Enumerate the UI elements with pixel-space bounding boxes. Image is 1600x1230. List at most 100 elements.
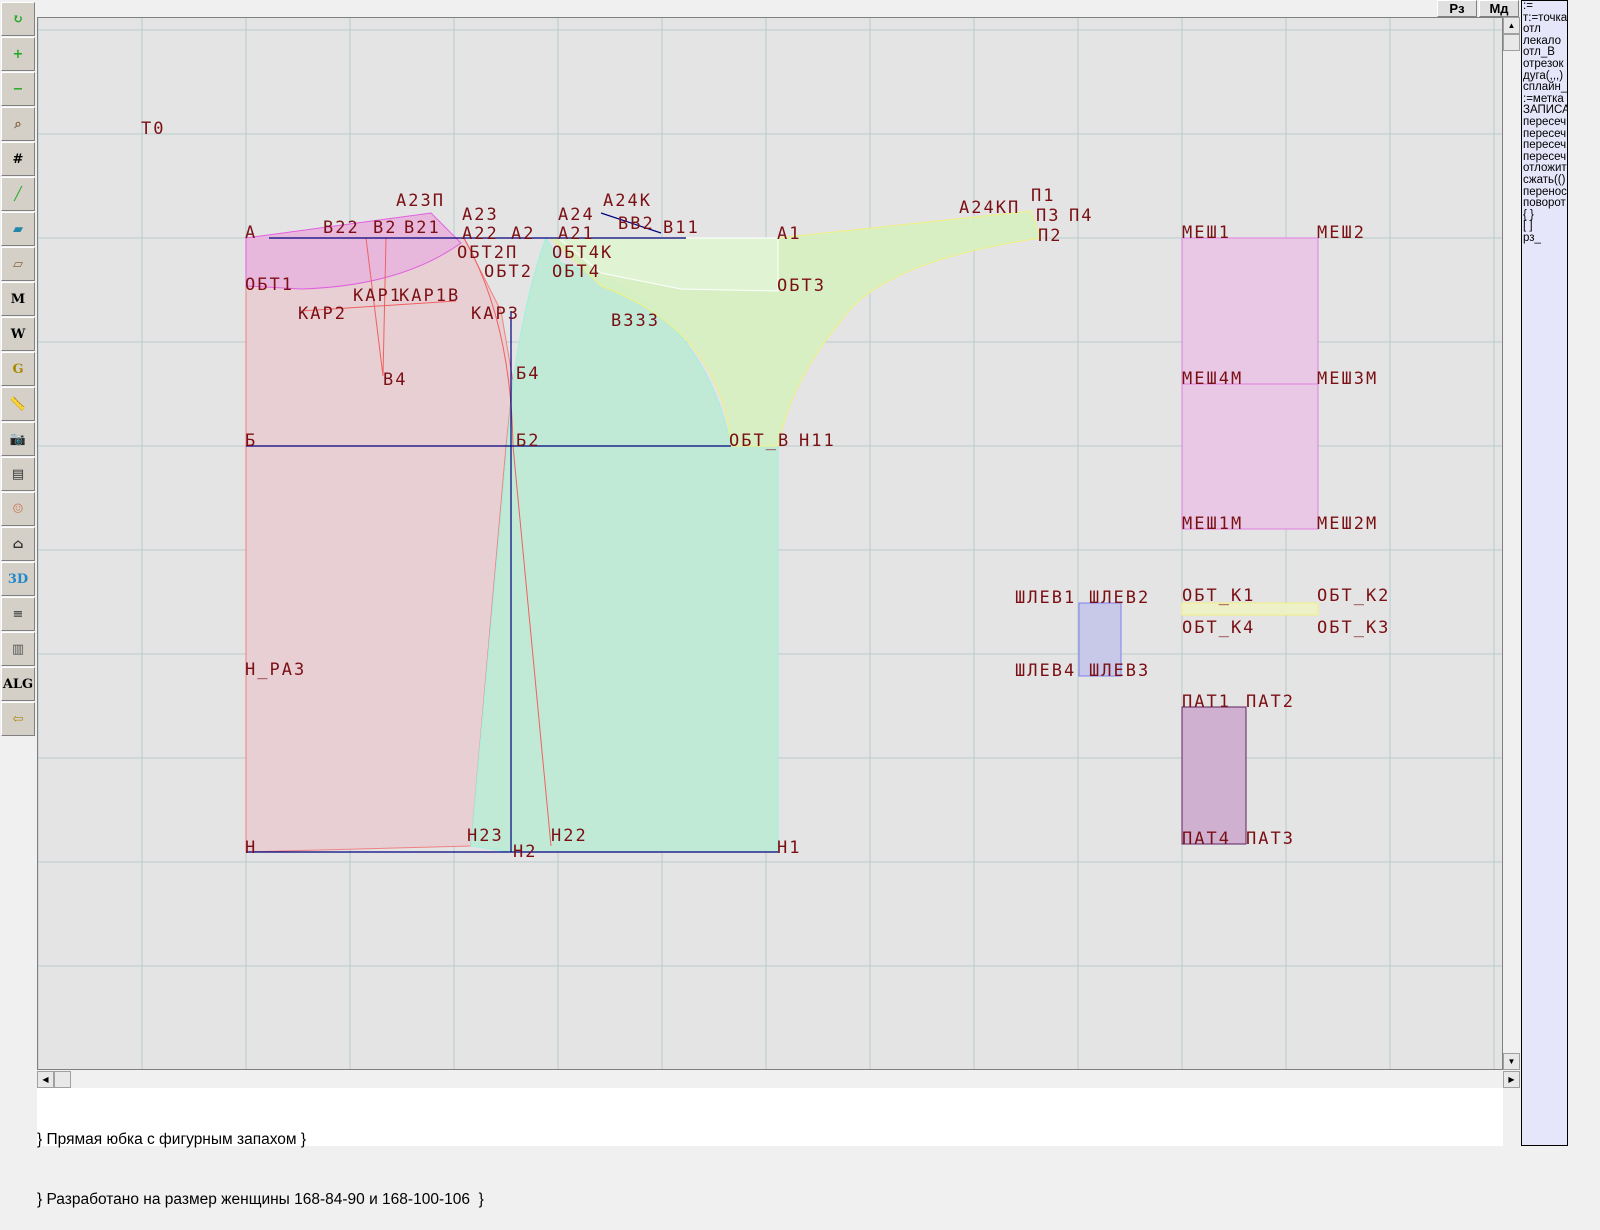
point-label: КАР1 bbox=[353, 286, 402, 306]
command-item[interactable]: перенос bbox=[1523, 185, 1567, 198]
table-icon[interactable]: ▤ bbox=[1, 457, 35, 491]
horizontal-scrollbar[interactable]: ◀ ▶ bbox=[37, 1071, 1520, 1088]
scroll-right-button[interactable]: ▶ bbox=[1503, 1071, 1520, 1088]
document-icon[interactable]: ≡ bbox=[1, 597, 35, 631]
command-list[interactable]: := т:=точка отл лекало отл_В отрезок дуга(,,,)… bbox=[1521, 0, 1568, 1146]
zoom-pattern-icon[interactable]: ⌕ bbox=[1, 107, 35, 141]
memo-line-2: } Разработано на размер женщины 168-84-9… bbox=[37, 1191, 484, 1208]
ruler-icon[interactable]: 📏 bbox=[1, 387, 35, 421]
scroll-down-button[interactable]: ▼ bbox=[1503, 1053, 1520, 1070]
alg-icon[interactable]: ALG bbox=[1, 667, 35, 701]
layers-icon[interactable]: ▥ bbox=[1, 632, 35, 666]
point-label: ОБТ_К2 bbox=[1317, 586, 1390, 606]
command-item[interactable]: [ ] bbox=[1523, 220, 1533, 233]
point-label: ОБТ2 bbox=[484, 262, 533, 282]
scroll-up-button[interactable]: ▲ bbox=[1503, 17, 1520, 34]
command-item[interactable]: отл_В bbox=[1523, 46, 1555, 59]
point-label: МЕШ4М bbox=[1182, 369, 1243, 389]
point-label: ПАТ4 bbox=[1182, 829, 1231, 849]
point-label: А1 bbox=[777, 224, 801, 244]
hscroll-thumb[interactable] bbox=[54, 1071, 71, 1088]
flap-piece bbox=[1181, 706, 1247, 845]
point-label: ОБТ4К bbox=[552, 243, 613, 263]
pattern-g-icon[interactable]: G bbox=[1, 352, 35, 386]
point-label: П2 bbox=[1038, 226, 1062, 246]
command-item[interactable]: { } bbox=[1523, 208, 1534, 221]
point-label: Н bbox=[245, 838, 257, 858]
command-item[interactable]: рз_ bbox=[1523, 231, 1541, 244]
point-label: МЕШ1М bbox=[1182, 514, 1243, 534]
point-label: А23П bbox=[396, 191, 445, 211]
scroll-thumb[interactable] bbox=[1503, 34, 1520, 51]
refresh-icon[interactable]: ↻ bbox=[1, 2, 35, 36]
zoom-out-icon[interactable]: − bbox=[1, 72, 35, 106]
command-item[interactable]: отложит bbox=[1523, 162, 1567, 175]
point-label: МЕШ2М bbox=[1317, 514, 1378, 534]
point-label: ПАТ2 bbox=[1246, 692, 1295, 712]
point-label: ОБТ_К4 bbox=[1182, 618, 1255, 638]
point-label: ОБТ4 bbox=[552, 262, 601, 282]
pattern-piece-icon[interactable]: ▱ bbox=[1, 247, 35, 281]
point-label: Б bbox=[245, 431, 257, 451]
scroll-left-button[interactable]: ◀ bbox=[37, 1071, 54, 1088]
command-item[interactable]: пересеч bbox=[1523, 115, 1567, 128]
point-label: ОБТ2П bbox=[457, 243, 518, 263]
toolbar: ↻ + − ⌕ # ╱ ▰ ▱ M W G 📏 📷 ▤ ☺ ⌂ 3D ≡ ▥ ALG ⇦ bbox=[0, 0, 36, 745]
woman-avatar-icon[interactable]: ☺ bbox=[1, 492, 35, 526]
3d-icon[interactable]: 3D bbox=[1, 562, 35, 596]
line-segment-icon[interactable]: ╱ bbox=[1, 177, 35, 211]
vertical-scrollbar[interactable]: ▲ ▼ bbox=[1503, 17, 1520, 1070]
dart-line bbox=[300, 237, 457, 377]
command-item[interactable]: сплайн_ bbox=[1523, 81, 1568, 94]
command-item[interactable]: пересеч bbox=[1523, 150, 1567, 163]
point-label: А22 bbox=[462, 224, 499, 244]
command-item[interactable]: сжать(() bbox=[1523, 173, 1566, 186]
point-label: А24КП bbox=[959, 198, 1020, 218]
point-label: Т0 bbox=[141, 119, 165, 139]
camera-icon[interactable]: 📷 bbox=[1, 422, 35, 456]
command-item[interactable]: пересеч bbox=[1523, 127, 1567, 140]
point-label: ОБТ3 bbox=[777, 276, 826, 296]
exit-icon[interactable]: ⇦ bbox=[1, 702, 35, 736]
point-label: МЕШ2 bbox=[1317, 223, 1366, 243]
point-label: МЕШ1 bbox=[1182, 223, 1231, 243]
memo-scrollbar[interactable] bbox=[1503, 1088, 1520, 1146]
command-item[interactable]: дуга(,,,) bbox=[1523, 69, 1564, 82]
md-button[interactable]: Мд bbox=[1479, 0, 1519, 17]
grid-icon[interactable]: # bbox=[1, 142, 35, 176]
point-label: ШЛЕВ1 bbox=[1015, 588, 1076, 608]
compass-icon[interactable]: W bbox=[1, 317, 35, 351]
command-item[interactable]: лекало bbox=[1523, 34, 1562, 47]
point-label: В2 bbox=[373, 218, 397, 238]
pattern-m-icon[interactable]: M bbox=[1, 282, 35, 316]
point-label: КАР1В bbox=[399, 286, 460, 306]
point-label: ВВ2 bbox=[618, 214, 655, 234]
jacket-icon[interactable]: ⌂ bbox=[1, 527, 35, 561]
point-label: А bbox=[245, 223, 257, 243]
command-item[interactable]: ЗАПИСА bbox=[1523, 104, 1568, 117]
command-item[interactable]: :=метка bbox=[1523, 92, 1564, 105]
command-item[interactable]: поворот bbox=[1523, 197, 1566, 210]
point-label: В11 bbox=[663, 218, 700, 238]
point-label: ШЛЕВ2 bbox=[1089, 588, 1150, 608]
point-label: Н_РАЗ bbox=[245, 660, 306, 680]
command-item[interactable]: т:=точка bbox=[1523, 11, 1568, 24]
point-label: КАР2 bbox=[298, 304, 347, 324]
command-item[interactable]: отрезок bbox=[1523, 57, 1564, 70]
rz-button[interactable]: Рз bbox=[1437, 0, 1477, 17]
drawing-canvas[interactable]: Т0 А ОБТ1 В22 В2 В21 А23П А23 А22 А2 ОБТ2П ОБТ2 ОБТ4… bbox=[37, 17, 1503, 1070]
belt-loop-piece bbox=[1078, 602, 1122, 677]
point-label: Н23 bbox=[467, 826, 504, 846]
command-item[interactable]: пересеч bbox=[1523, 139, 1567, 152]
point-label: А2 bbox=[511, 224, 535, 244]
comment-memo[interactable]: } Прямая юбка с фигурным запахом } } Раз… bbox=[37, 1088, 1503, 1208]
point-label: Н22 bbox=[551, 826, 588, 846]
zoom-in-icon[interactable]: + bbox=[1, 37, 35, 71]
command-item[interactable]: := bbox=[1523, 0, 1533, 12]
map-icon[interactable]: ▰ bbox=[1, 212, 35, 246]
command-item[interactable]: отл bbox=[1523, 23, 1541, 36]
point-label: П4 bbox=[1069, 206, 1093, 226]
point-label: ОБТ_К3 bbox=[1317, 618, 1390, 638]
memo-line-1: } Прямая юбка с фигурным запахом } bbox=[37, 1131, 307, 1148]
